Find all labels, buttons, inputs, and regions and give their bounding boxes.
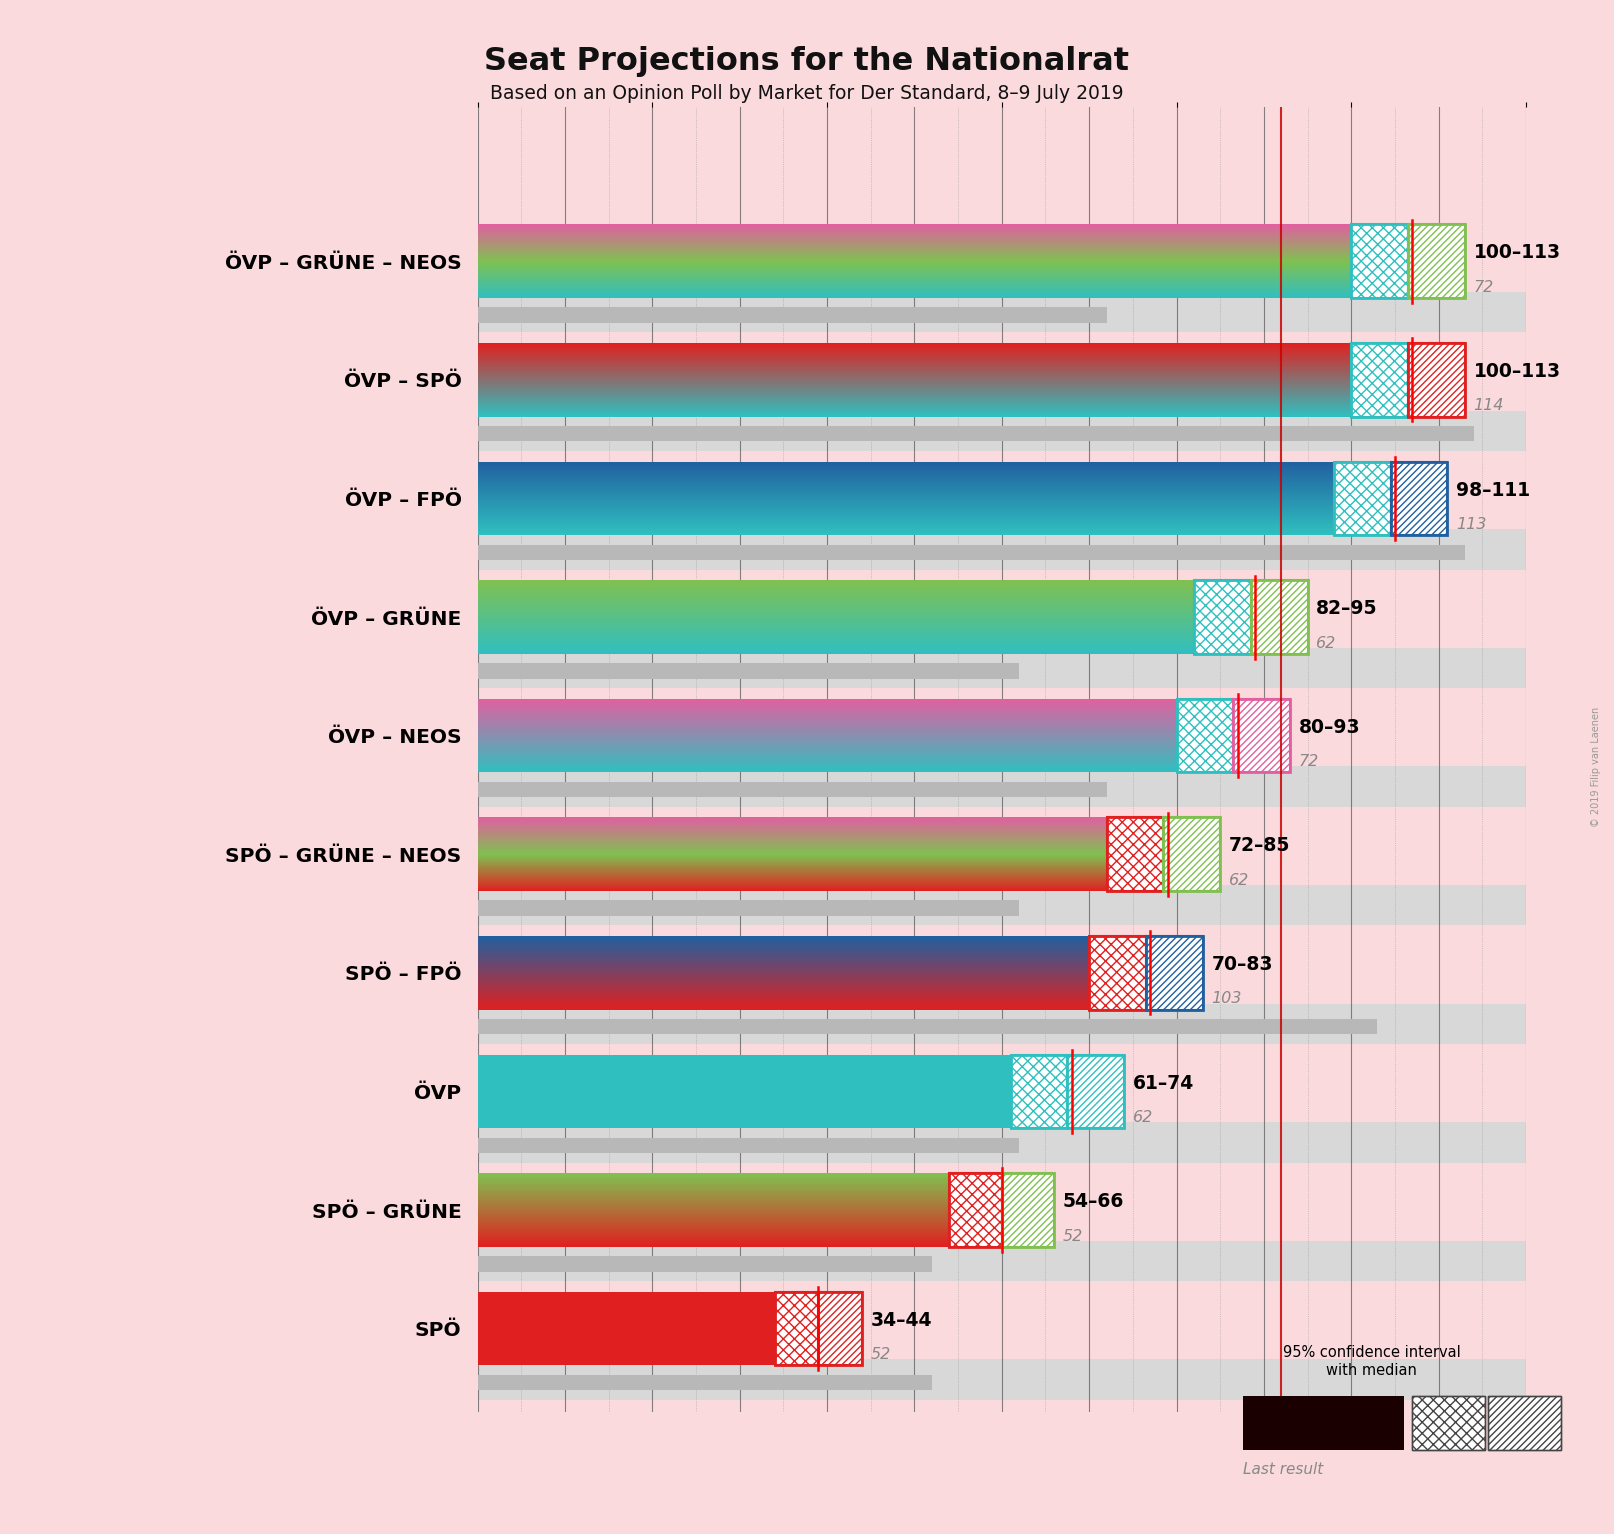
- Text: 82–95: 82–95: [1317, 600, 1378, 618]
- Text: 113: 113: [1456, 517, 1486, 532]
- Bar: [1333, 462, 1391, 535]
- Bar: [478, 647, 1525, 689]
- Bar: [1002, 1174, 1054, 1247]
- Bar: [775, 1292, 818, 1365]
- Bar: [478, 291, 1525, 333]
- Text: 72: 72: [1299, 755, 1319, 769]
- Bar: [1107, 818, 1164, 891]
- Bar: [1146, 936, 1202, 1009]
- Bar: [478, 411, 1525, 451]
- Bar: [478, 1256, 931, 1272]
- Bar: [1089, 936, 1146, 1009]
- Bar: [1351, 224, 1407, 298]
- Bar: [478, 900, 1020, 916]
- Bar: [478, 767, 1525, 807]
- Text: 52: 52: [870, 1347, 891, 1362]
- Bar: [478, 307, 1107, 322]
- Text: 95% confidence interval
with median: 95% confidence interval with median: [1283, 1345, 1461, 1378]
- Bar: [478, 1241, 1525, 1281]
- Bar: [1194, 580, 1251, 653]
- Text: Seat Projections for the Nationalrat: Seat Projections for the Nationalrat: [484, 46, 1130, 77]
- Bar: [1067, 1055, 1123, 1127]
- Bar: [1391, 462, 1448, 535]
- Bar: [1164, 818, 1220, 891]
- Bar: [1177, 700, 1233, 773]
- Text: 103: 103: [1212, 991, 1241, 1006]
- Text: 114: 114: [1474, 399, 1504, 413]
- Text: 62: 62: [1133, 1111, 1152, 1124]
- Text: 70–83: 70–83: [1212, 956, 1273, 974]
- Bar: [1407, 344, 1466, 417]
- Bar: [478, 1055, 1010, 1127]
- Text: Last result: Last result: [1243, 1462, 1323, 1477]
- Bar: [1233, 700, 1290, 773]
- Text: 62: 62: [1317, 635, 1336, 650]
- Bar: [1010, 1055, 1067, 1127]
- Bar: [1194, 580, 1251, 653]
- Bar: [1333, 462, 1391, 535]
- Text: 61–74: 61–74: [1133, 1074, 1194, 1092]
- Text: 80–93: 80–93: [1299, 718, 1361, 736]
- Bar: [949, 1174, 1002, 1247]
- Bar: [478, 782, 1107, 798]
- Bar: [478, 1123, 1525, 1163]
- Bar: [478, 663, 1020, 678]
- Bar: [478, 545, 1466, 560]
- Bar: [478, 1138, 1020, 1154]
- Bar: [1391, 462, 1448, 535]
- Bar: [1251, 580, 1307, 653]
- Bar: [1233, 700, 1290, 773]
- Text: © 2019 Filip van Laenen: © 2019 Filip van Laenen: [1591, 707, 1601, 827]
- Text: 100–113: 100–113: [1474, 362, 1561, 380]
- Text: 72: 72: [1474, 279, 1495, 295]
- Bar: [1351, 344, 1407, 417]
- Text: 54–66: 54–66: [1064, 1192, 1125, 1212]
- Bar: [1177, 700, 1233, 773]
- Bar: [478, 1374, 931, 1390]
- Bar: [1351, 224, 1407, 298]
- Bar: [1010, 1055, 1067, 1127]
- Text: 52: 52: [1064, 1229, 1083, 1244]
- Text: 62: 62: [1228, 873, 1249, 888]
- Bar: [1251, 580, 1307, 653]
- Text: 98–111: 98–111: [1456, 480, 1530, 500]
- Text: 100–113: 100–113: [1474, 244, 1561, 262]
- Bar: [478, 529, 1525, 569]
- Bar: [1107, 818, 1164, 891]
- Text: 72–85: 72–85: [1228, 836, 1290, 856]
- Bar: [1351, 344, 1407, 417]
- Bar: [818, 1292, 862, 1365]
- Bar: [818, 1292, 862, 1365]
- Bar: [478, 426, 1474, 442]
- Bar: [478, 1292, 775, 1365]
- Bar: [478, 1019, 1377, 1034]
- Bar: [478, 1003, 1525, 1045]
- Bar: [1407, 224, 1466, 298]
- Bar: [1089, 936, 1146, 1009]
- Bar: [478, 1359, 1525, 1399]
- Bar: [1407, 344, 1466, 417]
- Bar: [1407, 224, 1466, 298]
- Text: Based on an Opinion Poll by Market for Der Standard, 8–9 July 2019: Based on an Opinion Poll by Market for D…: [491, 84, 1123, 103]
- Bar: [949, 1174, 1002, 1247]
- Bar: [1164, 818, 1220, 891]
- Bar: [1146, 936, 1202, 1009]
- Text: 34–44: 34–44: [870, 1310, 933, 1330]
- Bar: [775, 1292, 818, 1365]
- Bar: [1002, 1174, 1054, 1247]
- Bar: [478, 885, 1525, 925]
- Bar: [1067, 1055, 1123, 1127]
